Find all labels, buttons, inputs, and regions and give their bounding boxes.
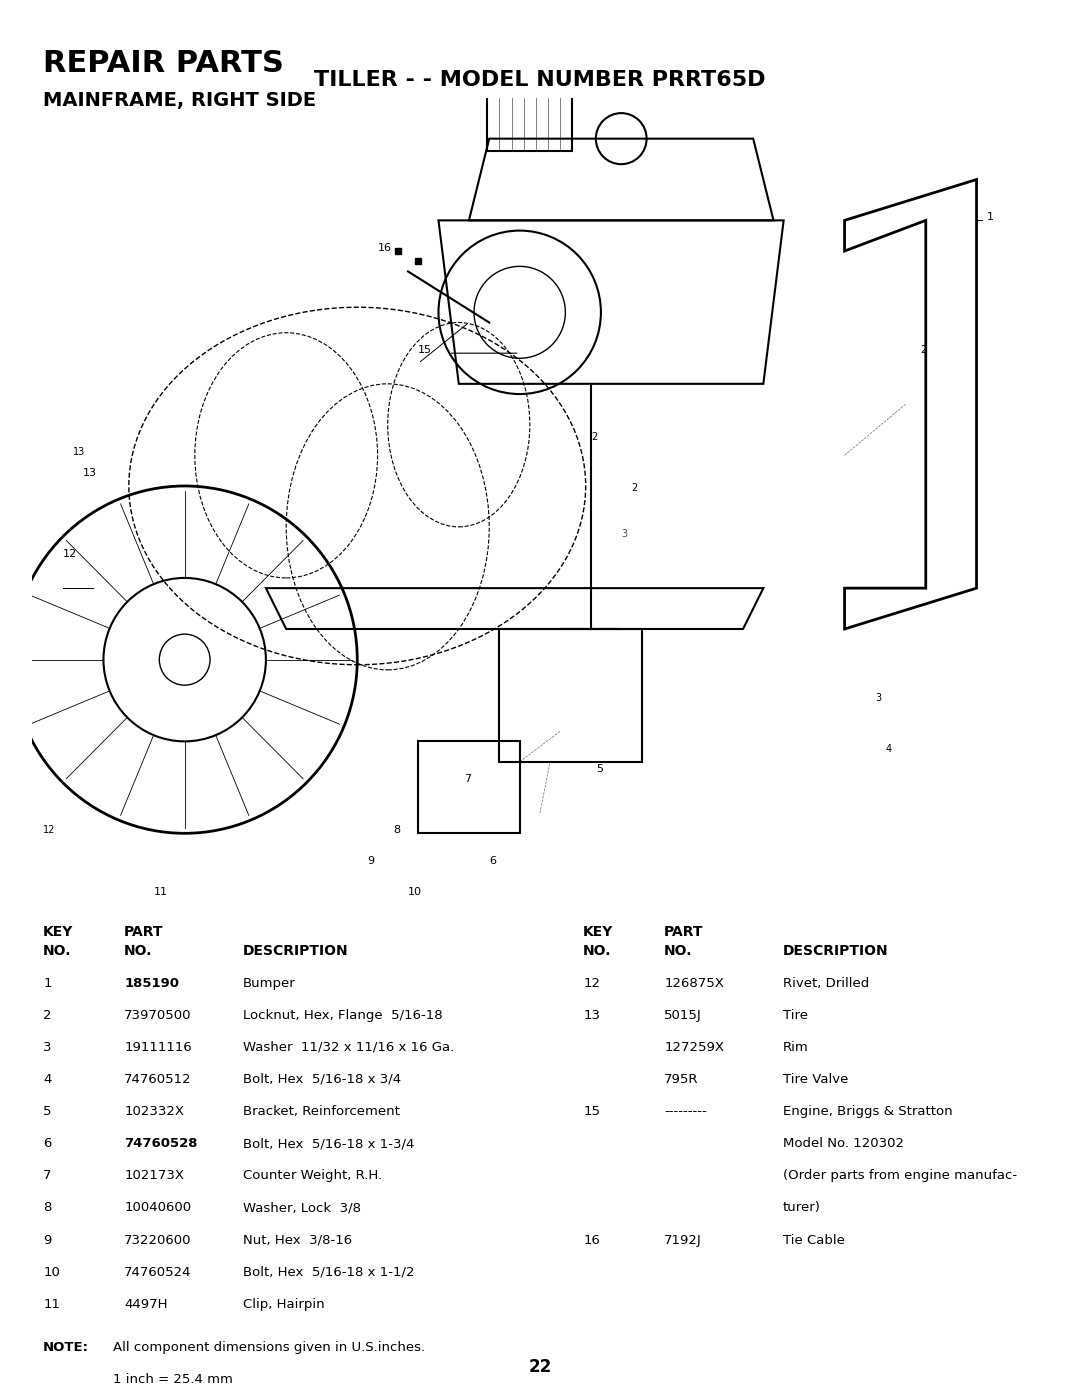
Text: 11: 11 (154, 887, 168, 897)
Text: 7: 7 (43, 1169, 52, 1182)
Text: turer): turer) (783, 1201, 821, 1214)
Text: NO.: NO. (583, 944, 611, 958)
Text: KEY: KEY (583, 925, 613, 939)
Text: 74760524: 74760524 (124, 1266, 192, 1278)
Text: 9: 9 (367, 856, 375, 866)
Text: 15: 15 (418, 345, 432, 355)
Text: REPAIR PARTS: REPAIR PARTS (43, 49, 284, 78)
Text: KEY: KEY (43, 925, 73, 939)
Text: ---------: --------- (664, 1105, 707, 1118)
Text: Tire: Tire (783, 1009, 808, 1021)
Text: All component dimensions given in U.S.inches.: All component dimensions given in U.S.in… (113, 1341, 426, 1354)
Text: 12: 12 (63, 549, 77, 559)
Text: 7: 7 (464, 774, 471, 784)
Text: 3: 3 (43, 1041, 52, 1053)
Text: DESCRIPTION: DESCRIPTION (243, 944, 349, 958)
Text: Bolt, Hex  5/16-18 x 1-1/2: Bolt, Hex 5/16-18 x 1-1/2 (243, 1266, 415, 1278)
Text: MAINFRAME, RIGHT SIDE: MAINFRAME, RIGHT SIDE (43, 91, 316, 110)
Text: Tire Valve: Tire Valve (783, 1073, 849, 1085)
Text: Rim: Rim (783, 1041, 809, 1053)
Text: Clip, Hairpin: Clip, Hairpin (243, 1298, 325, 1310)
Text: Rivet, Drilled: Rivet, Drilled (783, 977, 869, 989)
Text: 16: 16 (378, 243, 392, 253)
Text: Locknut, Hex, Flange  5/16-18: Locknut, Hex, Flange 5/16-18 (243, 1009, 443, 1021)
Text: 11: 11 (43, 1298, 60, 1310)
Text: 185190: 185190 (124, 977, 179, 989)
Text: Tie Cable: Tie Cable (783, 1234, 845, 1246)
Text: 13: 13 (73, 447, 85, 457)
Text: 4: 4 (886, 743, 891, 753)
Text: 22: 22 (528, 1358, 552, 1376)
Text: NOTE:: NOTE: (43, 1341, 90, 1354)
Text: 12: 12 (583, 977, 600, 989)
Text: 2: 2 (43, 1009, 52, 1021)
Text: Model No. 120302: Model No. 120302 (783, 1137, 904, 1150)
Text: 12: 12 (42, 826, 55, 835)
Text: Bolt, Hex  5/16-18 x 3/4: Bolt, Hex 5/16-18 x 3/4 (243, 1073, 401, 1085)
Text: 2: 2 (632, 483, 637, 493)
Text: 4497H: 4497H (124, 1298, 167, 1310)
Text: DESCRIPTION: DESCRIPTION (783, 944, 889, 958)
Text: 5: 5 (43, 1105, 52, 1118)
Text: 74760528: 74760528 (124, 1137, 198, 1150)
Text: 7192J: 7192J (664, 1234, 702, 1246)
Text: 16: 16 (583, 1234, 600, 1246)
Text: 10: 10 (408, 887, 422, 897)
Text: 795R: 795R (664, 1073, 699, 1085)
Text: 126875X: 126875X (664, 977, 724, 989)
Text: 1 inch = 25.4 mm: 1 inch = 25.4 mm (113, 1373, 233, 1386)
Text: 6: 6 (489, 856, 496, 866)
Text: 19111116: 19111116 (124, 1041, 192, 1053)
Text: 13: 13 (83, 468, 97, 478)
Text: 102332X: 102332X (124, 1105, 185, 1118)
Text: 73970500: 73970500 (124, 1009, 192, 1021)
Text: 73220600: 73220600 (124, 1234, 192, 1246)
Text: Engine, Briggs & Stratton: Engine, Briggs & Stratton (783, 1105, 953, 1118)
Text: 127259X: 127259X (664, 1041, 725, 1053)
Text: 13: 13 (583, 1009, 600, 1021)
Text: 5: 5 (596, 764, 603, 774)
Text: 15: 15 (583, 1105, 600, 1118)
Text: 10040600: 10040600 (124, 1201, 191, 1214)
Text: 1: 1 (987, 212, 994, 222)
Text: 5015J: 5015J (664, 1009, 702, 1021)
Text: PART: PART (124, 925, 164, 939)
Text: Bolt, Hex  5/16-18 x 1-3/4: Bolt, Hex 5/16-18 x 1-3/4 (243, 1137, 415, 1150)
Text: NO.: NO. (43, 944, 71, 958)
Text: 2: 2 (920, 345, 927, 355)
Text: NO.: NO. (664, 944, 692, 958)
Text: Bumper: Bumper (243, 977, 296, 989)
Text: 2: 2 (591, 432, 597, 441)
Text: PART: PART (664, 925, 704, 939)
Text: 10: 10 (43, 1266, 60, 1278)
Text: Washer  11/32 x 11/16 x 16 Ga.: Washer 11/32 x 11/16 x 16 Ga. (243, 1041, 455, 1053)
Text: (Order parts from engine manufac-: (Order parts from engine manufac- (783, 1169, 1017, 1182)
Text: TILLER - - MODEL NUMBER PRRT65D: TILLER - - MODEL NUMBER PRRT65D (314, 70, 766, 89)
Text: 3: 3 (621, 529, 627, 539)
Text: 74760512: 74760512 (124, 1073, 192, 1085)
Text: 9: 9 (43, 1234, 52, 1246)
Text: 3: 3 (875, 693, 881, 703)
Text: 8: 8 (43, 1201, 52, 1214)
Text: 102173X: 102173X (124, 1169, 185, 1182)
Text: Nut, Hex  3/8-16: Nut, Hex 3/8-16 (243, 1234, 352, 1246)
Text: 1: 1 (43, 977, 52, 989)
Text: Bracket, Reinforcement: Bracket, Reinforcement (243, 1105, 400, 1118)
Text: 4: 4 (43, 1073, 52, 1085)
Text: 6: 6 (43, 1137, 52, 1150)
Text: 8: 8 (393, 826, 400, 835)
Text: Counter Weight, R.H.: Counter Weight, R.H. (243, 1169, 382, 1182)
Text: Washer, Lock  3/8: Washer, Lock 3/8 (243, 1201, 361, 1214)
Text: NO.: NO. (124, 944, 152, 958)
